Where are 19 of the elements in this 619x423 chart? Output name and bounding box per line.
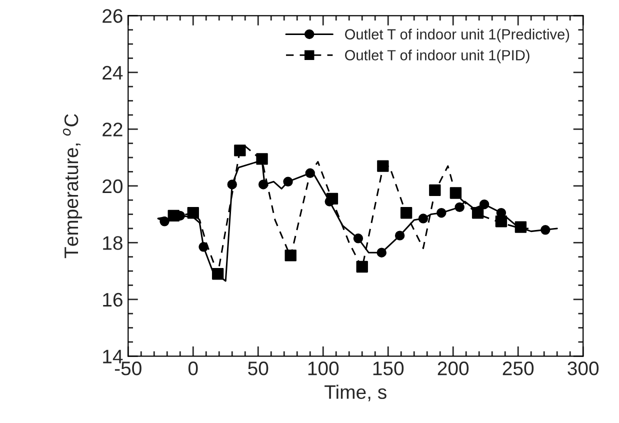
x-tick-label: 50 bbox=[248, 362, 268, 376]
y-axis-title: Temperature, $^{o}$C bbox=[62, 114, 82, 258]
y-tick-label: 24 bbox=[102, 66, 123, 80]
x-tick-label: -50 bbox=[114, 362, 142, 376]
x-tick-label: 100 bbox=[308, 362, 339, 376]
y-tick-label: 20 bbox=[102, 179, 123, 194]
x-tick-label: 0 bbox=[188, 362, 198, 376]
y-tick-label: 26 bbox=[102, 9, 122, 23]
y-tick-label: 16 bbox=[103, 292, 122, 307]
y-tick-label: 18 bbox=[103, 236, 122, 250]
x-tick-label: 250 bbox=[502, 362, 534, 376]
y-tick-label: 22 bbox=[102, 122, 122, 136]
x-tick-label: 200 bbox=[438, 362, 469, 376]
x-axis-title: Time, s bbox=[324, 384, 386, 402]
legend-label: Outlet T of indoor unit 1(Predictive) bbox=[345, 28, 570, 42]
x-tick-label: 300 bbox=[568, 362, 599, 376]
legend-label: Outlet T of indoor unit 1(PID) bbox=[345, 50, 530, 64]
y-tick-label: 14 bbox=[103, 350, 123, 364]
x-tick-label: 150 bbox=[373, 362, 404, 376]
